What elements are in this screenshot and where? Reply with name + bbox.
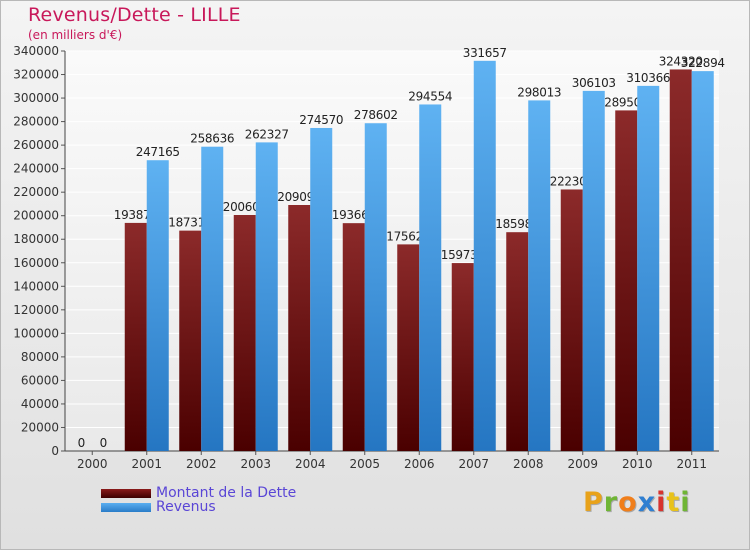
y-tick-label: 260000 [13,138,59,152]
bar-revenus-2006 [419,104,442,451]
bar-dette-2007 [451,263,474,451]
bar-revenus-2008 [528,100,551,451]
y-tick-label: 300000 [13,91,59,105]
bar-dette-2006 [397,244,420,451]
y-tick-label: 100000 [13,326,59,340]
data-label-revenus: 274570 [299,113,343,127]
bar-revenus-2005 [364,123,387,451]
legend-swatch-revenus [101,502,151,512]
y-tick-label: 240000 [13,162,59,176]
y-tick-label: 60000 [21,373,59,387]
bar-revenus-2002 [201,146,224,451]
data-label-revenus: 322894 [681,56,725,70]
data-label-revenus: 306103 [572,76,616,90]
logo-letter: t [666,487,681,518]
x-tick-label: 2008 [513,457,544,471]
logo-letter: i [680,487,691,518]
x-tick-label: 2011 [676,457,707,471]
bar-dette-2002 [179,230,202,451]
y-tick-label: 160000 [13,256,59,270]
bar-revenus-2009 [582,90,605,452]
logo-letter: i [656,487,667,518]
y-tick-label: 120000 [13,303,59,317]
bar-revenus-2003 [255,142,278,451]
data-label-revenus: 298013 [517,85,561,99]
bar-dette-2009 [560,189,583,451]
y-tick-label: 0 [51,444,59,458]
x-tick-label: 2004 [295,457,326,471]
y-tick-label: 280000 [13,115,59,129]
chart-subtitle: (en milliers d'€) [28,28,123,42]
bar-dette-2008 [506,232,529,451]
logo-letter: o [618,487,638,518]
x-tick-label: 2001 [131,457,162,471]
bar-revenus-2001 [146,160,169,451]
y-tick-label: 40000 [21,397,59,411]
x-tick-label: 2005 [349,457,380,471]
bar-revenus-2010 [637,85,660,452]
data-label-revenus: 278602 [354,108,398,122]
data-label-revenus: 294554 [408,89,452,103]
legend-swatch-dette [101,488,151,498]
plot-area [65,51,719,451]
data-label-revenus: 258636 [190,132,234,146]
y-tick-label: 180000 [13,232,59,246]
legend-label-dette: Montant de la Dette [156,485,297,501]
data-label-revenus: 262327 [245,127,289,141]
bar-dette-2010 [615,110,638,451]
bar-revenus-2011 [691,71,714,452]
x-tick-label: 2007 [458,457,489,471]
data-label-revenus: 310366 [626,71,670,85]
legend-item-dette: Montant de la Dette [101,486,296,500]
y-tick-label: 320000 [13,68,59,82]
data-label-revenus: 0 [100,436,107,450]
legend-item-revenus: Revenus [101,500,296,514]
data-label-dette: 324320 [659,54,703,68]
legend: Montant de la Dette Revenus [101,486,296,514]
bar-dette-2004 [288,205,311,451]
data-label-dette: 0 [78,436,85,450]
bar-dette-2001 [124,222,147,451]
y-tick-label: 140000 [13,279,59,293]
logo-letter: P [583,487,604,518]
data-label-revenus: 331657 [463,46,507,60]
bar-dette-2011 [669,69,692,452]
y-tick-label: 340000 [13,44,59,58]
y-tick-label: 200000 [13,209,59,223]
x-tick-label: 2002 [186,457,217,471]
x-tick-label: 2010 [622,457,653,471]
x-tick-label: 2009 [567,457,598,471]
x-tick-label: 2000 [77,457,108,471]
y-tick-label: 20000 [21,420,59,434]
logo-letter: r [603,487,619,518]
bar-revenus-2004 [310,127,333,451]
logo-letter: x [637,487,657,518]
data-label-revenus: 247165 [136,145,180,159]
x-tick-label: 2006 [404,457,435,471]
y-tick-label: 220000 [13,185,59,199]
y-tick-label: 80000 [21,350,59,364]
chart-title: Revenus/Dette - LILLE [28,4,241,26]
x-tick-label: 2003 [240,457,271,471]
bar-dette-2003 [233,215,256,451]
legend-label-revenus: Revenus [156,499,216,515]
bar-dette-2005 [342,223,365,451]
bar-revenus-2007 [473,60,496,451]
proxiti-logo: Proxiti [583,487,691,518]
